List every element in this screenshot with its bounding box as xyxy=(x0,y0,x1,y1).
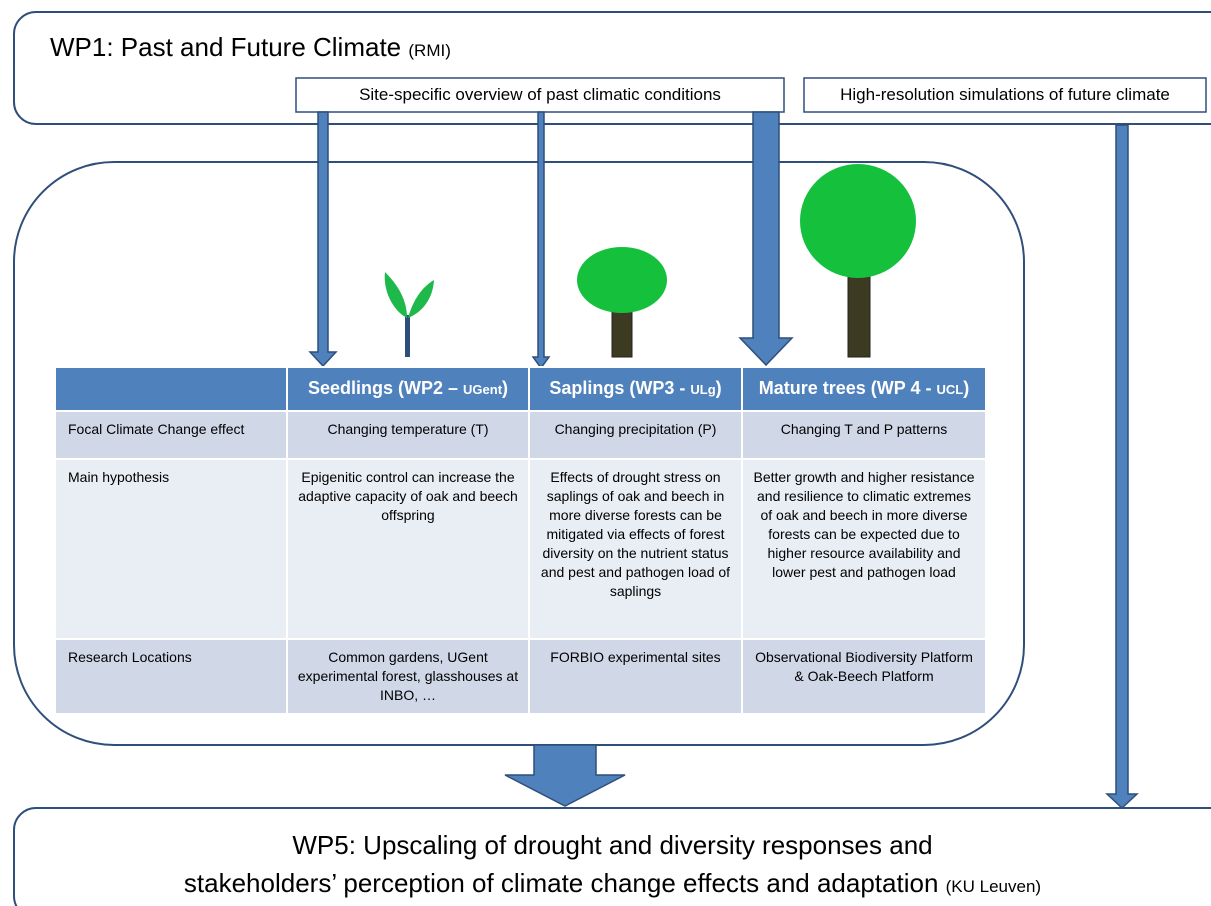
lead: (RMI) xyxy=(408,41,451,60)
sapling-crown xyxy=(577,247,667,313)
header-cell: Saplings (WP3 - ULg) xyxy=(528,366,743,412)
row: Research Locations Common gardens, UGent… xyxy=(54,638,987,715)
header-cell: Mature trees (WP 4 - UCL) xyxy=(741,366,987,412)
cell: Common gardens, UGent experimental fores… xyxy=(286,638,530,715)
wp1-title: WP1: Past and Future Climate (RMI) xyxy=(50,32,451,63)
header-row: Seedlings (WP2 – UGent) Saplings (WP3 - … xyxy=(54,366,987,412)
title-line: WP5: Upscaling of drought and diversity … xyxy=(292,830,933,860)
output-label: Site-specific overview of past climatic … xyxy=(359,85,721,104)
cell: Better growth and higher resistance and … xyxy=(741,458,987,640)
header-end: ) xyxy=(963,378,970,398)
output-box xyxy=(295,77,785,113)
cell: Changing T and P patterns xyxy=(741,410,987,460)
arrow xyxy=(504,744,626,807)
header-cell: Seedlings (WP2 – UGent) xyxy=(286,366,530,412)
header-text: Seedlings (WP2 – xyxy=(307,378,459,398)
header-lead: UGent xyxy=(463,382,503,397)
tree-crown xyxy=(800,164,916,278)
arrow xyxy=(531,111,551,370)
header-text: Mature trees (WP 4 - xyxy=(758,378,932,398)
header-text: Saplings (WP3 - xyxy=(549,378,686,398)
output-label: High-resolution simulations of future cl… xyxy=(840,85,1170,104)
cell: FORBIO experimental sites xyxy=(528,638,743,715)
header-lead: ULg xyxy=(690,382,716,397)
wp5-title: WP5: Upscaling of drought and diversity … xyxy=(14,826,1211,906)
output-box xyxy=(803,77,1207,113)
row: Main hypothesis Epigenitic control can i… xyxy=(54,458,987,640)
title-line: stakeholders’ perception of climate chan… xyxy=(14,864,1211,906)
arrow xyxy=(1105,124,1139,810)
lead: (KU Leuven) xyxy=(945,877,1042,896)
header-end: ) xyxy=(715,378,722,398)
row-label: Research Locations xyxy=(54,638,288,715)
seedling-leaf xyxy=(384,272,407,318)
row-label: Focal Climate Change effect xyxy=(54,410,288,460)
header-lead: UCL xyxy=(936,382,964,397)
header-end: ) xyxy=(502,378,509,398)
arrow xyxy=(308,111,338,368)
cell: Changing precipitation (P) xyxy=(528,410,743,460)
cell: Effects of drought stress on saplings of… xyxy=(528,458,743,640)
table: Seedlings (WP2 – UGent) Saplings (WP3 - … xyxy=(54,366,987,715)
seedling-stem xyxy=(405,315,410,357)
cell: Epigenitic control can increase the adap… xyxy=(286,458,530,640)
row-label: Main hypothesis xyxy=(54,458,288,640)
arrow xyxy=(738,111,794,367)
row: Focal Climate Change effect Changing tem… xyxy=(54,410,987,460)
title-text: stakeholders’ perception of climate chan… xyxy=(183,868,939,898)
header-cell xyxy=(54,366,288,412)
wp5-box xyxy=(13,807,1211,906)
cell: Changing temperature (T) xyxy=(286,410,530,460)
title: WP1: Past and Future Climate xyxy=(50,32,402,62)
cell: Observational Biodiversity Platform & Oa… xyxy=(741,638,987,715)
seedling-leaf xyxy=(408,280,434,318)
